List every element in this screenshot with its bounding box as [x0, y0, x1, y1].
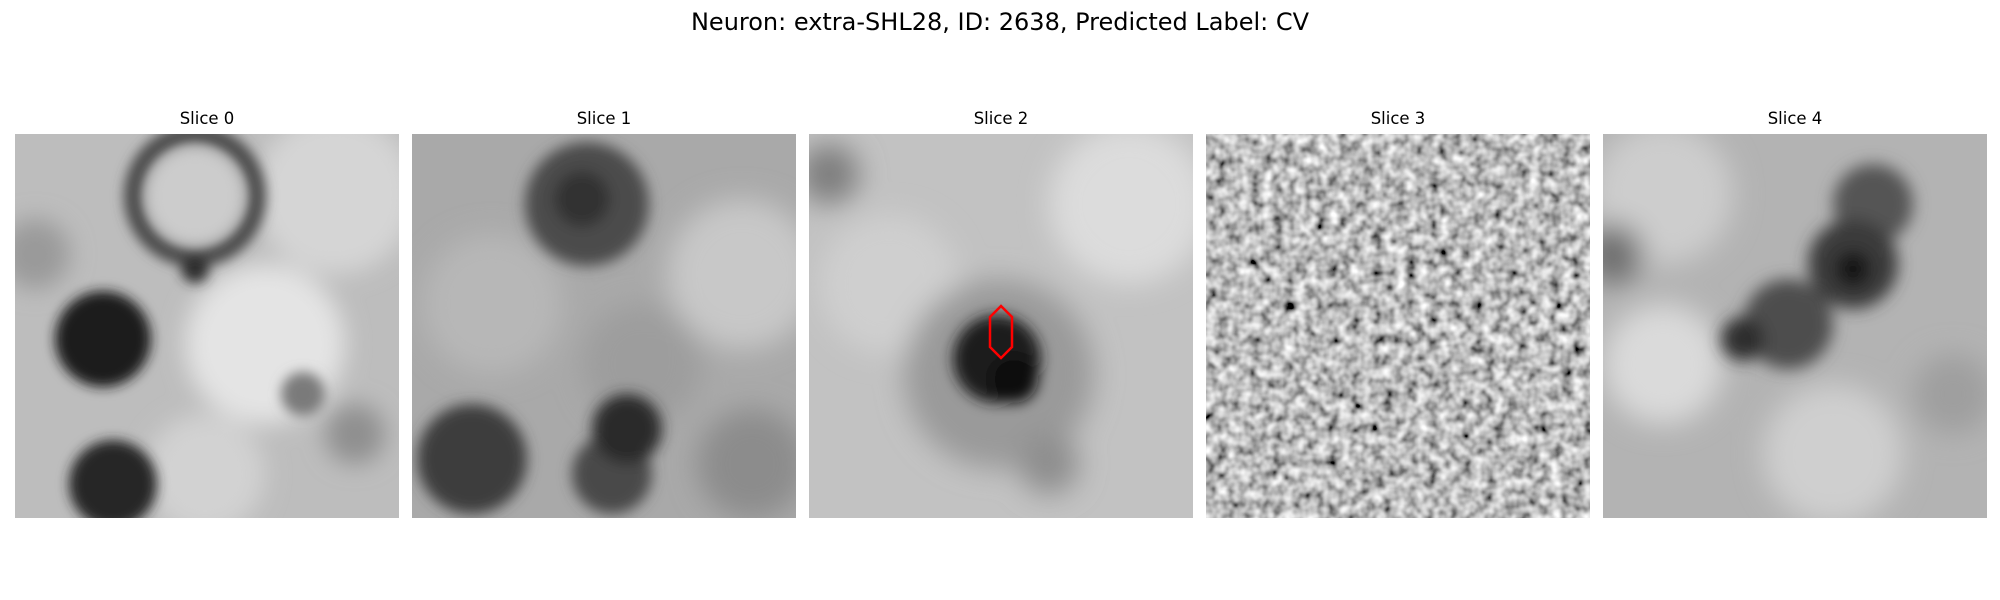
slice-image [1206, 134, 1590, 518]
slice-image [412, 134, 796, 518]
slice-title: Slice 4 [1767, 109, 1823, 128]
figure-title: Neuron: extra-SHL28, ID: 2638, Predicted… [690, 8, 1310, 36]
slice-title: Slice 1 [576, 109, 632, 128]
slice-title: Slice 0 [179, 109, 235, 128]
slice-title: Slice 2 [973, 109, 1029, 128]
slice-panel-0: Slice 0 [15, 108, 399, 518]
slice-image [15, 134, 399, 518]
slice-panel-4: Slice 4 [1603, 108, 1987, 518]
slice-panel-3: Slice 3 [1206, 108, 1590, 518]
slice-image [809, 134, 1193, 518]
slice-title: Slice 3 [1370, 109, 1426, 128]
marker-outline [988, 304, 1014, 360]
slice-image [1603, 134, 1987, 518]
slice-panel-2: Slice 2 [809, 108, 1193, 518]
slice-panel-1: Slice 1 [412, 108, 796, 518]
